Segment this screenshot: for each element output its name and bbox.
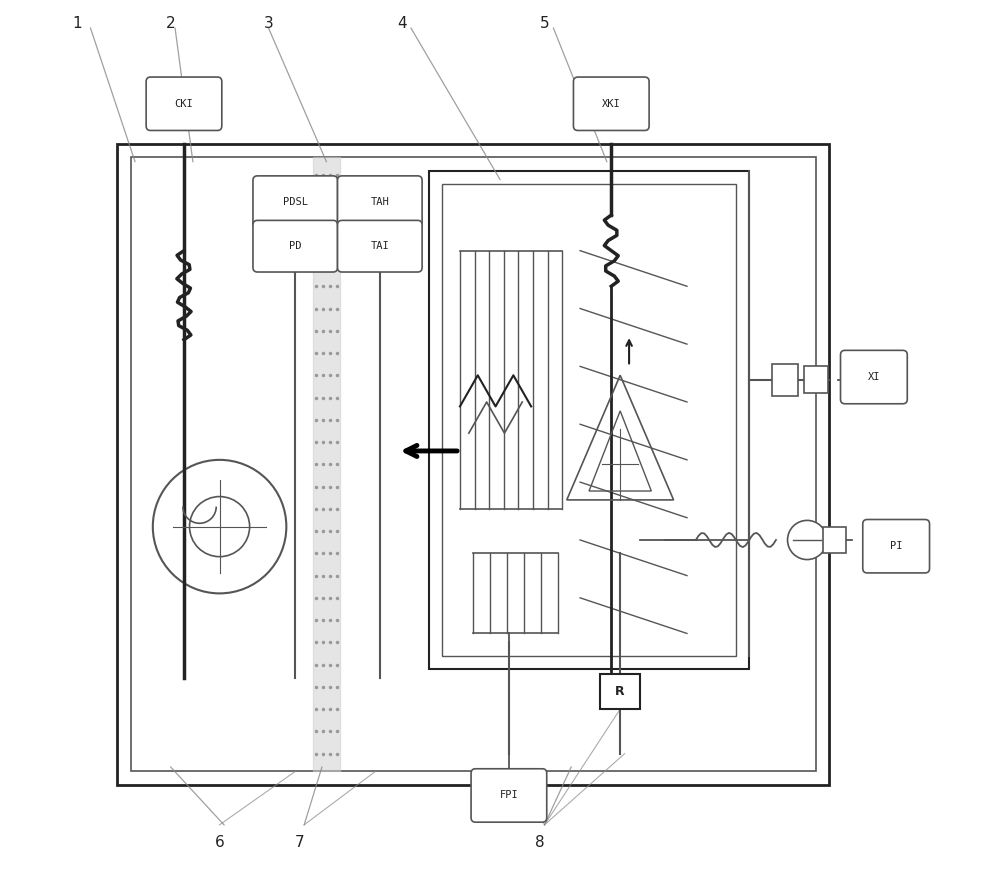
FancyBboxPatch shape: [338, 221, 422, 272]
Text: XKI: XKI: [602, 99, 621, 109]
Text: 4: 4: [397, 16, 407, 31]
FancyBboxPatch shape: [253, 221, 338, 272]
Text: FPI: FPI: [500, 790, 518, 800]
Text: 1: 1: [72, 16, 82, 31]
Bar: [442, 184, 736, 655]
Circle shape: [153, 460, 286, 593]
Bar: [429, 171, 749, 669]
Text: 5: 5: [540, 16, 549, 31]
Text: 7: 7: [295, 835, 305, 850]
FancyBboxPatch shape: [573, 77, 649, 130]
Text: TAH: TAH: [370, 196, 389, 206]
Bar: [600, 673, 640, 709]
Text: PDSL: PDSL: [283, 196, 308, 206]
Bar: [823, 527, 846, 554]
Bar: [131, 157, 816, 772]
Circle shape: [190, 497, 250, 556]
Text: PI: PI: [890, 541, 902, 551]
Text: 8: 8: [535, 835, 545, 850]
Text: R: R: [615, 685, 625, 697]
Bar: [772, 363, 798, 396]
Text: 3: 3: [264, 16, 273, 31]
Bar: [117, 144, 829, 785]
Text: TAI: TAI: [370, 241, 389, 251]
Text: 2: 2: [166, 16, 175, 31]
Bar: [804, 366, 828, 393]
FancyBboxPatch shape: [471, 769, 547, 822]
FancyBboxPatch shape: [841, 350, 907, 404]
Text: CKI: CKI: [175, 99, 193, 109]
Circle shape: [788, 521, 827, 560]
Text: 6: 6: [215, 835, 224, 850]
FancyBboxPatch shape: [253, 176, 338, 228]
FancyBboxPatch shape: [863, 520, 930, 573]
FancyBboxPatch shape: [146, 77, 222, 130]
Text: XI: XI: [868, 372, 880, 382]
FancyBboxPatch shape: [338, 176, 422, 228]
Text: PD: PD: [289, 241, 301, 251]
